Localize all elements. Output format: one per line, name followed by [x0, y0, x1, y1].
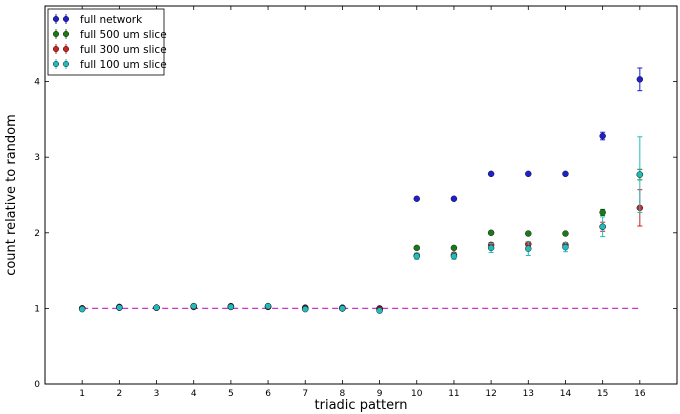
data-point	[376, 307, 383, 314]
y-tick-label: 2	[34, 229, 40, 239]
data-point	[227, 303, 235, 311]
y-tick-label: 1	[34, 304, 40, 314]
data-point	[78, 305, 86, 313]
legend-marker	[63, 46, 70, 53]
x-tick-label: 11	[448, 389, 459, 399]
data-point	[116, 304, 123, 311]
legend: full network full 500 um slice full 300 um…	[47, 8, 167, 76]
legend-marker	[63, 16, 70, 23]
data-point	[450, 244, 458, 252]
x-tick-label: 12	[485, 389, 496, 399]
data-point	[525, 230, 532, 237]
data-point	[302, 305, 309, 313]
legend-marker	[63, 61, 70, 68]
x-tick-label: 2	[116, 389, 122, 399]
x-tick-label: 13	[523, 389, 534, 399]
data-point	[562, 243, 569, 251]
y-tick-label: 3	[34, 153, 40, 163]
data-point	[339, 305, 346, 312]
x-tick-label: 4	[191, 389, 197, 399]
data-point	[487, 170, 495, 178]
legend-marker	[53, 31, 60, 38]
legend-marker	[63, 31, 70, 38]
data-point	[636, 76, 644, 83]
data-point	[264, 302, 272, 310]
data-point	[599, 132, 606, 140]
data-point	[562, 170, 569, 178]
x-tick-label: 16	[634, 389, 646, 399]
data-point	[413, 244, 420, 252]
x-tick-label: 6	[265, 389, 271, 399]
legend-label: full network	[80, 14, 143, 26]
x-tick-label: 10	[411, 389, 423, 399]
x-tick-label: 5	[228, 389, 234, 399]
data-point	[190, 302, 197, 310]
data-point	[562, 230, 569, 237]
y-tick-label: 4	[34, 78, 40, 88]
data-point	[599, 223, 606, 230]
data-point	[525, 170, 532, 178]
legend-marker	[53, 61, 60, 68]
x-axis-label: triadic pattern	[315, 398, 408, 413]
data-series	[78, 67, 644, 314]
x-tick-label: 3	[154, 389, 160, 399]
series-4	[78, 136, 644, 314]
legend-label: full 300 um slice	[80, 44, 167, 56]
x-tick-label: 15	[597, 389, 608, 399]
data-point	[450, 253, 458, 260]
legend-marker	[53, 16, 60, 23]
legend-label: full 100 um slice	[80, 59, 167, 71]
y-axis-label: count relative to random	[4, 114, 19, 276]
legend-marker	[53, 46, 60, 53]
data-point	[450, 195, 458, 202]
data-point	[525, 245, 532, 252]
x-tick-label: 8	[340, 389, 346, 399]
data-point	[413, 253, 420, 260]
x-tick-label: 14	[560, 389, 572, 399]
data-point	[153, 304, 160, 311]
x-tick-label: 9	[377, 389, 383, 399]
data-point	[636, 171, 644, 178]
data-point	[413, 195, 420, 202]
x-tick-label: 1	[79, 389, 85, 399]
data-point	[599, 209, 606, 216]
data-point	[487, 244, 495, 252]
y-tick-label: 0	[34, 380, 40, 390]
x-tick-label: 7	[302, 389, 308, 399]
legend-label: full 500 um slice	[80, 29, 167, 41]
data-point	[487, 229, 495, 237]
